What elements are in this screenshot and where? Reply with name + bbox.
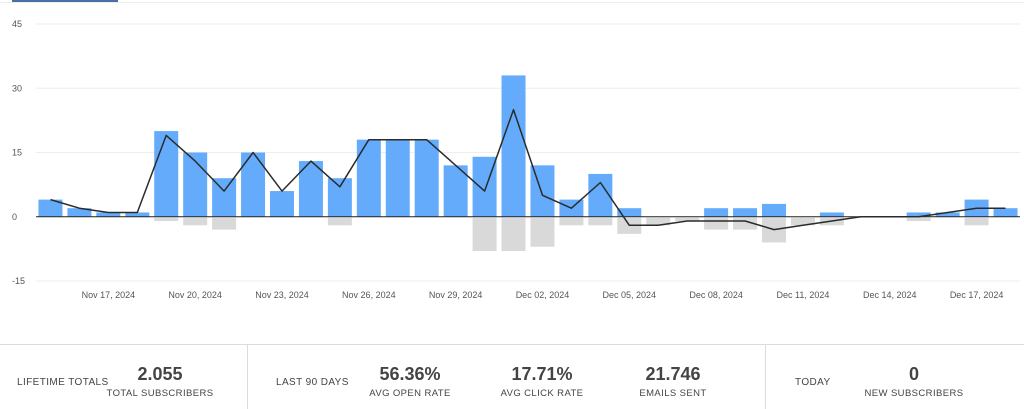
new-subscribers-label: NEW SUBSCRIBERS <box>864 388 964 399</box>
x-tick-label: Nov 26, 2024 <box>342 290 396 300</box>
y-tick-label: 0 <box>12 212 17 222</box>
total-subscribers-value: 2.055 <box>137 364 183 384</box>
bar <box>327 178 352 217</box>
total-subscribers-label: TOTAL SUBSCRIBERS <box>106 388 214 399</box>
bar <box>270 191 294 217</box>
chart-negative-bars <box>154 217 989 252</box>
total-subscribers-stat: 2.055 TOTAL SUBSCRIBERS <box>90 345 230 399</box>
negative-bar <box>704 217 729 230</box>
negative-bar <box>154 217 179 222</box>
bar <box>733 208 758 217</box>
y-axis-ticks: 45 30 15 0 -15 <box>12 19 25 286</box>
negative-bar <box>646 217 671 226</box>
bar <box>385 139 410 217</box>
bar <box>935 212 960 217</box>
bar <box>183 152 208 217</box>
bar <box>38 199 63 217</box>
x-tick-label: Dec 02, 2024 <box>516 290 570 300</box>
today-label: TODAY <box>795 377 831 388</box>
new-subscribers-stat: 0 NEW SUBSCRIBERS <box>844 345 984 399</box>
emails-sent-label: EMAILS SENT <box>639 388 707 399</box>
negative-bar <box>906 217 931 222</box>
last-90-days-label: LAST 90 DAYS <box>276 377 349 388</box>
x-tick-label: Dec 08, 2024 <box>689 290 743 300</box>
chart-bars <box>38 75 1018 217</box>
chart-net-line <box>50 108 1006 231</box>
bar <box>501 75 526 217</box>
negative-bar <box>733 217 758 230</box>
x-tick-label: Dec 11, 2024 <box>777 290 830 300</box>
open-rate-label: AVG OPEN RATE <box>369 388 451 399</box>
y-tick-label: 15 <box>12 148 22 158</box>
bar <box>67 208 92 217</box>
y-tick-label: 45 <box>12 19 22 29</box>
bar <box>414 139 439 217</box>
bar <box>125 212 150 217</box>
bar <box>819 212 844 217</box>
x-tick-label: Nov 29, 2024 <box>429 290 483 300</box>
click-rate-stat: 17.71% AVG CLICK RATE <box>472 345 612 399</box>
subscriber-chart: 45 30 15 0 -15 Nov 17, 2024 Nov 20, 2024 Nov 2… <box>12 19 1020 300</box>
top-divider <box>0 2 1024 3</box>
bar <box>762 203 786 217</box>
bar <box>356 139 381 217</box>
stats-bar: LIFETIME TOTALS 2.055 TOTAL SUBSCRIBERS … <box>0 344 1024 409</box>
lifetime-totals-section: LIFETIME TOTALS 2.055 TOTAL SUBSCRIBERS <box>0 345 247 409</box>
active-tab-indicator <box>12 0 118 2</box>
x-tick-label: Dec 14, 2024 <box>863 290 917 300</box>
today-section: TODAY 0 NEW SUBSCRIBERS <box>766 345 1024 409</box>
negative-bar <box>588 217 613 226</box>
bar <box>993 208 1018 217</box>
negative-bar <box>472 217 497 252</box>
x-tick-label: Dec 17, 2024 <box>950 290 1004 300</box>
bar <box>906 212 931 217</box>
emails-sent-value: 21.746 <box>645 364 701 384</box>
x-tick-label: Nov 23, 2024 <box>255 290 309 300</box>
negative-bar <box>675 217 700 222</box>
x-tick-label: Nov 20, 2024 <box>168 290 222 300</box>
negative-bar <box>327 217 352 226</box>
x-tick-label: Nov 17, 2024 <box>82 290 136 300</box>
open-rate-stat: 56.36% AVG OPEN RATE <box>340 345 480 399</box>
click-rate-value: 17.71% <box>511 364 573 384</box>
bar <box>530 165 555 217</box>
bar <box>212 178 237 217</box>
x-tick-label: Dec 05, 2024 <box>603 290 657 300</box>
negative-bar <box>212 217 237 230</box>
last-90-days-section: LAST 90 DAYS 56.36% AVG OPEN RATE 17.71%… <box>248 345 765 409</box>
section-divider <box>247 345 248 409</box>
lifetime-totals-label: LIFETIME TOTALS <box>17 377 109 388</box>
bar <box>704 208 729 217</box>
y-tick-label: 30 <box>12 83 22 93</box>
bar <box>154 131 179 217</box>
negative-bar <box>183 217 208 226</box>
negative-bar <box>559 217 584 226</box>
negative-bar <box>964 217 989 226</box>
bar <box>96 212 121 217</box>
click-rate-label: AVG CLICK RATE <box>500 388 584 399</box>
negative-bar <box>501 217 526 252</box>
bar <box>443 165 468 217</box>
section-divider <box>765 345 766 409</box>
bar <box>617 208 642 217</box>
y-tick-label: -15 <box>12 276 25 286</box>
new-subscribers-value: 0 <box>908 364 919 384</box>
negative-bar <box>530 217 555 247</box>
bar <box>241 152 266 217</box>
emails-sent-stat: 21.746 EMAILS SENT <box>603 345 743 399</box>
negative-bar <box>790 217 815 226</box>
open-rate-value: 56.36% <box>379 364 441 384</box>
net-line <box>50 108 1006 231</box>
x-axis-ticks: Nov 17, 2024 Nov 20, 2024 Nov 23, 2024 Nov … <box>82 290 1004 300</box>
